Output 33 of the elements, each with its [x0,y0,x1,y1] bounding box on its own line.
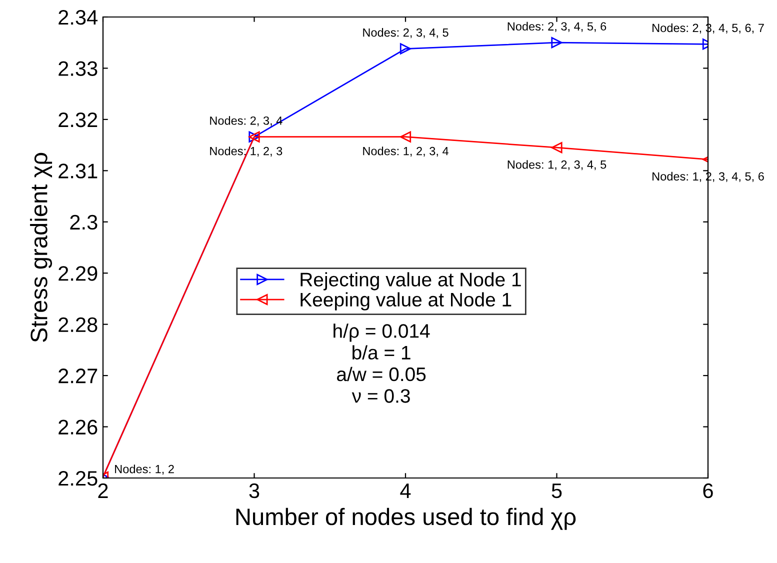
annotation: Nodes: 2, 3, 4, 5 [363,28,448,38]
annotation: a/w = 0.05 [336,366,426,382]
y-tick-label: 2.33 [58,61,98,76]
annotation: b/a = 1 [352,345,410,360]
y-tick-label: 2.31 [58,164,98,178]
annotation: Nodes: 1, 2, 3, 4 [363,146,448,157]
y-tick-label: 2.34 [58,10,98,25]
x-tick-label: 5 [552,484,562,498]
annotation: Nodes: 1, 2 [115,464,174,475]
annotation: Nodes: 2, 3, 4, 5, 6 [508,22,606,32]
y-tick-label: 2.32 [58,112,98,128]
legend-label: Rejecting value at Node 1 [300,272,521,290]
point [551,142,562,154]
point [551,37,562,48]
annotation: ν = 0.3 [352,389,410,403]
y-tick-label: 2.26 [58,420,98,435]
x-tick-label: 4 [400,484,411,498]
y-axis-title: Stress gradient χρ [30,152,52,342]
point [400,43,412,54]
x-tick-label: 3 [249,483,260,498]
y-tick-label: 2.3 [70,214,98,230]
y-tick-label: 2.25 [58,471,98,486]
x-tick-label: 2 [98,483,108,498]
annotation: h/ρ = 0.014 [334,324,430,342]
annotation: Nodes: 1, 2, 3, 4, 5 [508,160,606,170]
y-tick-label: 2.29 [58,266,98,281]
legend-label: Keeping value at Node 1 [300,292,512,310]
point [400,131,412,142]
annotation: Nodes: 1, 2, 3 [210,146,282,157]
x-axis-title: Number of nodes used to find χρ [236,508,576,530]
y-tick-label: 2.27 [58,368,98,384]
x-tick-label: 6 [703,483,713,498]
y-tick-label: 2.28 [58,317,98,332]
